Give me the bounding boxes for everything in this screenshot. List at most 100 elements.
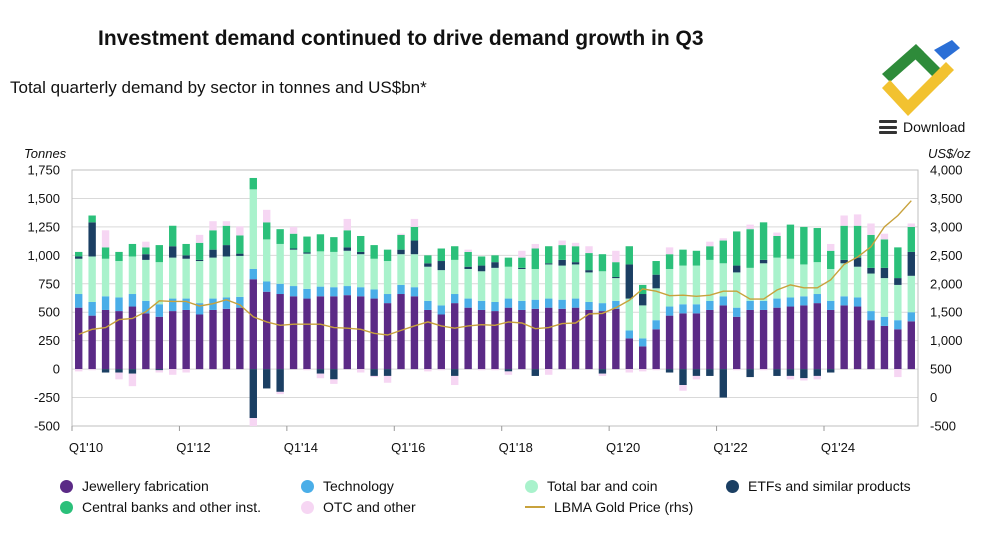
- bar-segment: [410, 254, 419, 288]
- bar-segment: [880, 267, 889, 279]
- bar-segment: [639, 305, 647, 339]
- bar-segment: [531, 248, 539, 269]
- legend-item[interactable]: ETFs and similar products: [726, 478, 911, 494]
- bar-segment: [357, 251, 365, 255]
- legend-item[interactable]: Central banks and other inst.: [60, 499, 261, 515]
- bar-segment: [800, 264, 808, 297]
- bar-segment: [840, 296, 848, 306]
- bar-segment: [827, 300, 835, 310]
- bar-segment: [477, 256, 486, 266]
- bar-segment: [545, 298, 553, 308]
- bar-segment: [101, 230, 110, 248]
- bar-segment: [451, 259, 459, 295]
- bar-segment: [464, 266, 472, 269]
- right-tick-label: 500: [930, 362, 952, 377]
- legend-item[interactable]: OTC and other: [301, 499, 416, 515]
- bar-segment: [222, 256, 231, 298]
- bar-segment: [840, 215, 848, 226]
- bar-segment: [558, 259, 566, 266]
- legend-item[interactable]: Total bar and coin: [525, 478, 658, 494]
- bar-segment: [195, 314, 204, 370]
- bar-segment: [115, 297, 123, 312]
- left-axis-unit: Tonnes: [24, 146, 67, 161]
- bar-segment: [209, 221, 217, 231]
- bar-segment: [813, 262, 821, 295]
- bar-segment: [652, 261, 660, 275]
- bar-segment: [464, 251, 472, 267]
- right-axis-unit: US$/oz: [928, 146, 971, 161]
- legend-item[interactable]: Jewellery fabrication: [60, 478, 209, 494]
- bar-segment: [880, 316, 889, 326]
- bar-segment: [827, 250, 835, 269]
- bar-segment: [759, 259, 768, 264]
- bar-segment: [115, 311, 123, 370]
- bar-segment: [263, 291, 271, 370]
- bar-segment: [692, 369, 701, 376]
- bar-segment: [75, 294, 83, 308]
- bar-segment: [800, 296, 808, 306]
- bar-segment: [867, 273, 875, 312]
- bar-segment: [464, 298, 472, 308]
- bar-segment: [115, 251, 123, 262]
- bar-segment: [880, 325, 889, 370]
- legend-item[interactable]: Technology: [301, 478, 394, 494]
- bar-segment: [558, 308, 566, 370]
- bar-segment: [316, 251, 325, 287]
- chart-subtitle: Total quarterly demand by sector in tonn…: [10, 78, 427, 97]
- bar-segment: [813, 228, 821, 263]
- bar-segment: [665, 268, 674, 307]
- bar-segment: [424, 300, 432, 310]
- right-tick-label: 0: [930, 390, 937, 405]
- bar-segment: [773, 232, 781, 236]
- bar-segment: [343, 250, 351, 287]
- legend-item[interactable]: LBMA Gold Price (rhs): [525, 499, 693, 515]
- bar-segment: [692, 265, 701, 305]
- bar-segment: [531, 243, 539, 249]
- bar-segment: [357, 287, 365, 297]
- x-tick-label: Q1'14: [284, 440, 318, 455]
- bar-segment: [477, 309, 486, 370]
- bar-segment: [397, 234, 405, 250]
- bar-segment: [357, 369, 365, 373]
- bar-segment: [316, 296, 325, 370]
- bar-segment: [195, 242, 204, 260]
- bar-segment: [598, 373, 607, 376]
- bar-segment: [571, 264, 580, 299]
- bar-segment: [263, 369, 271, 389]
- bar-segment: [612, 300, 620, 309]
- download-button[interactable]: Download: [879, 119, 965, 135]
- bar-segment: [545, 263, 553, 265]
- bar-segment: [115, 372, 123, 380]
- x-tick-label: Q1'10: [69, 440, 103, 455]
- left-tick-label: 1,750: [27, 163, 60, 178]
- legend-swatch-icon: [525, 506, 545, 508]
- bar-segment: [316, 369, 325, 374]
- bar-segment: [652, 274, 660, 289]
- bar-segment: [383, 369, 392, 376]
- bar-segment: [504, 266, 513, 299]
- bar-segment: [639, 346, 647, 370]
- bar-segment: [719, 305, 727, 370]
- bar-segment: [128, 294, 137, 307]
- bar-segment: [827, 268, 835, 301]
- bar-segment: [88, 222, 96, 257]
- bar-segment: [343, 218, 351, 231]
- right-tick-label: 1,500: [930, 305, 963, 320]
- bar-segment: [746, 224, 754, 230]
- bar-segment: [625, 246, 633, 265]
- bar-segment: [155, 245, 163, 263]
- bar-segment: [867, 234, 875, 268]
- bar-segment: [491, 262, 499, 268]
- bar-segment: [464, 307, 472, 370]
- bar-segment: [706, 246, 714, 260]
- bar-segment: [236, 235, 244, 254]
- bar-segment: [612, 250, 620, 263]
- bar-segment: [531, 268, 539, 300]
- bar-segment: [276, 391, 284, 395]
- bar-segment: [773, 298, 781, 308]
- bar-segment: [907, 312, 915, 322]
- bar-segment: [249, 268, 257, 280]
- bar-segment: [383, 249, 392, 262]
- bar-segment: [115, 369, 123, 373]
- bar-segment: [383, 261, 392, 295]
